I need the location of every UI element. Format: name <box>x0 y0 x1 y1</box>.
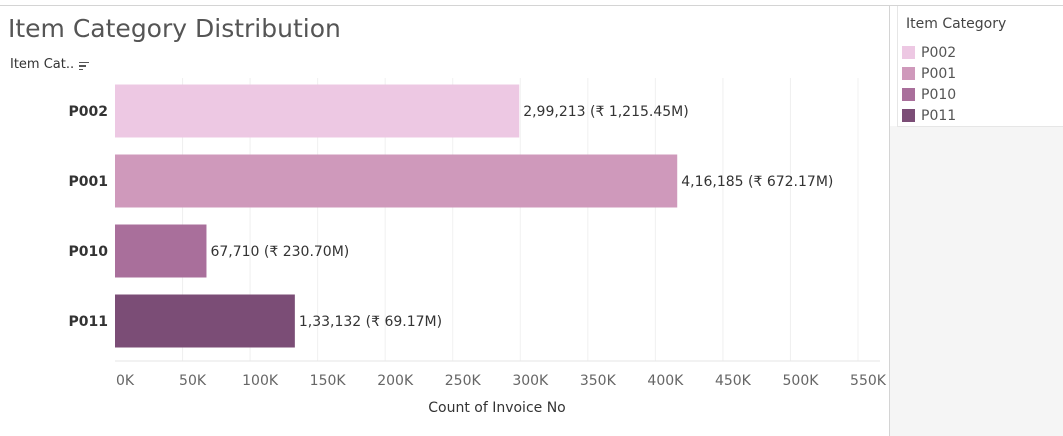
legend-item-p001[interactable]: P001 <box>902 63 956 84</box>
data-label: 2,99,213 (₹ 1,215.45M) <box>523 104 689 120</box>
category-labels: P002 P001 P010 P011 <box>69 104 109 330</box>
legend-label: P001 <box>921 65 957 82</box>
bar-p001[interactable] <box>115 154 678 208</box>
x-tick-label: 400K <box>647 373 684 389</box>
legend: Item Category P002 P001 P010 P011 <box>897 6 1063 127</box>
right-panel-background <box>890 126 1063 436</box>
x-tick-label: 350K <box>580 373 617 389</box>
x-tick-label: 300K <box>512 373 549 389</box>
bar-p010[interactable] <box>115 224 207 278</box>
category-label: P002 <box>69 104 108 120</box>
x-tick-label: 200K <box>377 373 414 389</box>
x-tick-label: 500K <box>783 373 820 389</box>
x-tick-label: 0K <box>116 373 135 389</box>
legend-item-p002[interactable]: P002 <box>902 42 956 63</box>
legend-swatch <box>902 109 915 122</box>
legend-item-p011[interactable]: P011 <box>902 105 956 126</box>
x-axis: 0K 50K 100K 150K 200K 250K 300K 350K 400K 450K 500… <box>115 360 887 389</box>
legend-label: P002 <box>921 44 957 61</box>
bar-p011[interactable] <box>115 294 295 348</box>
bar-p002[interactable] <box>115 84 520 138</box>
row-field-label: Item Cat.. <box>10 57 75 72</box>
legend-list: P002 P001 P010 P011 <box>902 42 956 126</box>
row-field-header[interactable]: Item Cat.. <box>10 57 90 72</box>
chart-title: Item Category Distribution <box>8 14 341 43</box>
data-label: 4,16,185 (₹ 672.17M) <box>681 174 833 190</box>
legend-label: P011 <box>921 107 957 124</box>
data-label: 1,33,132 (₹ 69.17M) <box>299 314 442 330</box>
top-divider <box>0 5 1063 6</box>
legend-swatch <box>902 67 915 80</box>
legend-swatch <box>902 88 915 101</box>
legend-title: Item Category <box>906 16 1007 32</box>
x-tick-label: 150K <box>310 373 347 389</box>
x-tick-label: 550K <box>850 373 887 389</box>
sort-descending-icon[interactable] <box>79 61 90 71</box>
x-tick-label: 100K <box>242 373 279 389</box>
legend-item-p010[interactable]: P010 <box>902 84 956 105</box>
x-tick-label: 50K <box>179 373 207 389</box>
x-tick-label: 450K <box>715 373 752 389</box>
category-label: P011 <box>69 314 108 330</box>
category-label: P010 <box>69 244 109 260</box>
data-label: 67,710 (₹ 230.70M) <box>210 244 349 260</box>
chart-pane <box>0 6 890 436</box>
legend-label: P010 <box>921 86 957 103</box>
data-labels: 2,99,213 (₹ 1,215.45M) 4,16,185 (₹ 672.17… <box>210 104 833 330</box>
bar-chart: P002 P001 P010 P011 2,99,213 (₹ 1,215.45M) 4… <box>69 78 887 416</box>
legend-swatch <box>902 46 915 59</box>
category-label: P001 <box>69 174 108 190</box>
bars <box>115 84 678 348</box>
x-tick-label: 250K <box>445 373 482 389</box>
x-axis-title: Count of Invoice No <box>428 400 566 416</box>
